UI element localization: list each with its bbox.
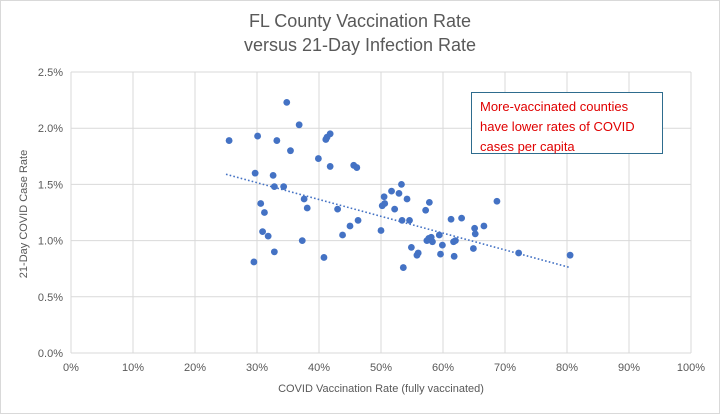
data-point bbox=[250, 258, 258, 266]
x-tick-label: 30% bbox=[246, 362, 268, 374]
y-tick-label: 2.5% bbox=[38, 67, 63, 79]
data-point bbox=[298, 237, 306, 245]
x-tick-label: 100% bbox=[677, 362, 705, 374]
data-point bbox=[395, 189, 403, 197]
data-point bbox=[280, 183, 288, 191]
data-point bbox=[377, 227, 385, 234]
data-point bbox=[314, 155, 322, 162]
data-point bbox=[425, 198, 433, 206]
x-axis-title: COVID Vaccination Rate (fully vaccinated… bbox=[278, 383, 484, 395]
data-point bbox=[346, 222, 354, 230]
data-point bbox=[270, 248, 278, 256]
data-point bbox=[273, 137, 281, 144]
annotation-line-1: More-vaccinated counties bbox=[480, 99, 629, 114]
data-point bbox=[435, 231, 443, 239]
data-point bbox=[264, 232, 272, 240]
data-point bbox=[270, 183, 278, 191]
data-point bbox=[388, 187, 395, 195]
data-point bbox=[471, 224, 479, 232]
y-tick-label: 0.0% bbox=[38, 348, 63, 360]
y-tick-label: 2.0% bbox=[38, 123, 63, 135]
data-point bbox=[469, 245, 477, 252]
data-point bbox=[300, 195, 308, 203]
data-point bbox=[380, 193, 388, 201]
data-point bbox=[422, 206, 430, 214]
data-point bbox=[471, 230, 479, 238]
data-point bbox=[283, 98, 291, 106]
data-point bbox=[414, 249, 422, 257]
y-tick-label: 0.5% bbox=[38, 292, 63, 304]
data-point bbox=[326, 163, 334, 170]
data-point bbox=[334, 205, 341, 213]
y-tick-label: 1.0% bbox=[38, 236, 63, 248]
data-point bbox=[303, 204, 311, 212]
tick-labels: 0% 10% 20% 30% 40% 50% 60% 70% 80% 90% 100% 0.0% 0.5… bbox=[38, 67, 705, 374]
data-point bbox=[407, 243, 415, 251]
trendline-group bbox=[225, 173, 571, 269]
x-tick-label: 60% bbox=[432, 362, 454, 374]
data-point bbox=[480, 222, 488, 230]
data-point bbox=[339, 231, 346, 239]
data-point bbox=[391, 205, 399, 213]
data-point bbox=[251, 169, 259, 177]
x-tick-label: 0% bbox=[63, 362, 79, 374]
data-point bbox=[257, 200, 265, 207]
data-point bbox=[403, 195, 411, 203]
data-point bbox=[320, 254, 328, 261]
data-point bbox=[398, 216, 406, 224]
data-point bbox=[261, 209, 268, 216]
data-point bbox=[254, 132, 262, 140]
data-point bbox=[452, 237, 459, 245]
x-tick-label: 90% bbox=[618, 362, 640, 374]
data-point bbox=[353, 164, 361, 171]
data-point bbox=[515, 249, 523, 257]
data-point bbox=[398, 181, 405, 188]
data-points bbox=[225, 98, 574, 271]
data-point bbox=[295, 121, 303, 129]
data-point bbox=[447, 215, 455, 223]
data-point bbox=[225, 137, 233, 144]
data-point bbox=[326, 130, 334, 138]
annotation-line-3: cases per capita bbox=[480, 139, 575, 154]
chart-title-line-1: FL County Vaccination Rate bbox=[248, 11, 472, 31]
data-point bbox=[406, 216, 413, 224]
data-point bbox=[566, 251, 574, 259]
data-point bbox=[437, 250, 444, 258]
x-tick-label: 70% bbox=[494, 362, 516, 374]
annotation-line-2: have lower rates of COVID bbox=[480, 119, 635, 134]
y-axis-title: 21-Day COVID Case Rate bbox=[18, 150, 30, 278]
x-tick-label: 20% bbox=[184, 362, 206, 374]
data-point bbox=[354, 216, 362, 224]
x-tick-label: 50% bbox=[370, 362, 392, 374]
data-point bbox=[429, 238, 436, 246]
data-point bbox=[259, 228, 266, 236]
chart-title-line-2: versus 21-Day Infection Rate bbox=[243, 35, 477, 55]
annotation-box: More-vaccinated counties have lower rate… bbox=[471, 92, 663, 154]
data-point bbox=[450, 252, 458, 260]
data-point bbox=[438, 241, 446, 249]
data-point bbox=[381, 200, 389, 207]
x-tick-label: 80% bbox=[556, 362, 578, 374]
data-point bbox=[399, 264, 407, 271]
y-tick-label: 1.5% bbox=[38, 179, 63, 191]
data-point bbox=[287, 147, 294, 155]
data-point bbox=[269, 172, 277, 179]
x-tick-label: 40% bbox=[308, 362, 330, 374]
x-tick-label: 10% bbox=[122, 362, 144, 374]
data-point bbox=[458, 214, 465, 222]
trendline bbox=[225, 173, 571, 269]
data-point bbox=[493, 197, 501, 205]
